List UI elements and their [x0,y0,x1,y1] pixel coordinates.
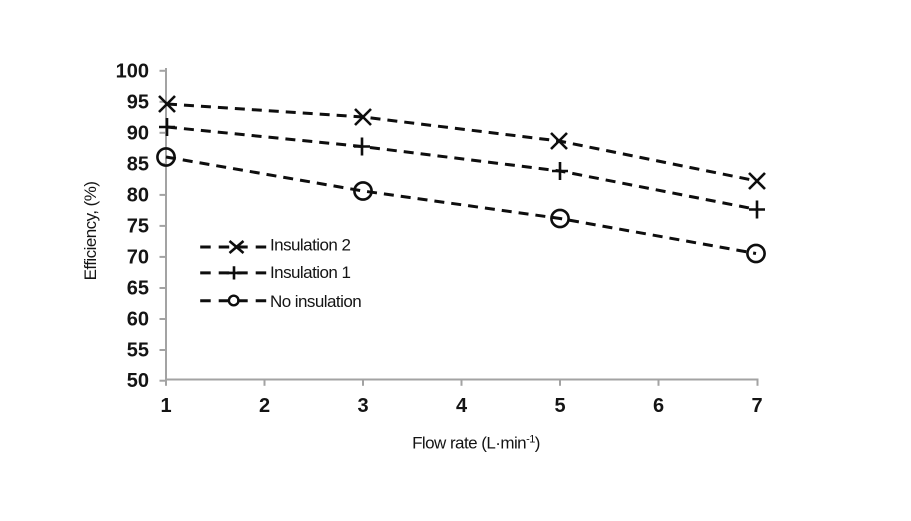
svg-text:3: 3 [357,395,368,417]
svg-text:7: 7 [751,395,762,417]
svg-text:5: 5 [554,395,565,417]
svg-text:Efficiency, (%): Efficiency, (%) [81,182,100,281]
svg-text:2: 2 [259,395,270,417]
svg-text:1: 1 [160,395,171,417]
svg-text:Insulation 2: Insulation 2 [270,236,350,255]
svg-text:Flow rate (L·min-1): Flow rate (L·min-1) [412,433,540,452]
svg-text:65: 65 [127,278,149,300]
svg-text:No insulation: No insulation [270,292,361,311]
svg-text:70: 70 [127,246,149,268]
svg-text:60: 60 [127,309,149,331]
svg-text:75: 75 [127,215,149,237]
svg-text:80: 80 [127,184,149,206]
svg-text:4: 4 [456,395,468,417]
svg-text:6: 6 [653,395,664,417]
svg-text:90: 90 [127,122,149,144]
svg-text:95: 95 [127,91,149,113]
svg-text:100: 100 [116,60,149,82]
svg-text:50: 50 [127,370,149,392]
svg-text:55: 55 [127,340,149,362]
svg-text:Insulation 1: Insulation 1 [270,263,350,282]
svg-text:85: 85 [127,153,149,175]
